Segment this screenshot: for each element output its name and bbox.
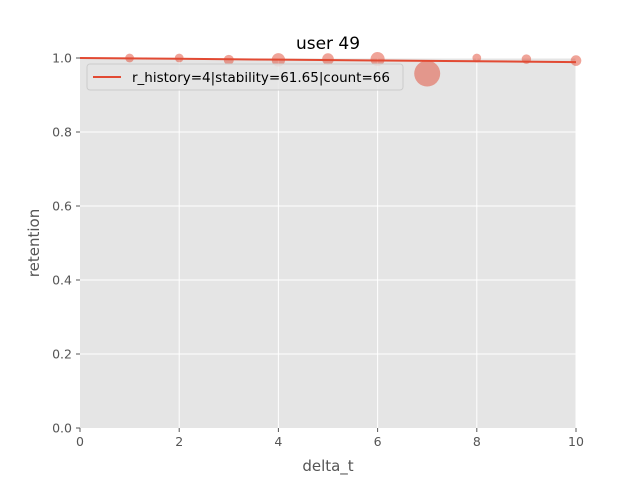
chart-title: user 49 [296, 34, 360, 54]
y-tick-label: 1.0 [52, 51, 72, 66]
y-tick-label: 0.2 [52, 347, 72, 362]
legend: r_history=4|stability=61.65|count=66 [86, 63, 404, 91]
scatter-points [125, 52, 582, 87]
y-axis-label: retention [25, 209, 43, 277]
x-axis-label: delta_t [302, 457, 353, 476]
x-tick-label: 8 [473, 434, 481, 449]
legend-box [86, 63, 404, 91]
plot-area [80, 58, 576, 428]
y-tick-label: 0.8 [52, 125, 72, 140]
y-tick-label: 0.6 [52, 199, 72, 214]
data-point [570, 55, 582, 66]
series-line [79, 57, 577, 64]
data-point [370, 52, 385, 67]
data-point [414, 60, 441, 87]
x-tick-label: 2 [175, 434, 183, 449]
fit-lines [79, 57, 577, 64]
y-tick-label: 0.4 [52, 273, 72, 288]
x-tick-label: 4 [274, 434, 282, 449]
data-point [472, 53, 482, 63]
x-tick-label: 10 [568, 434, 584, 449]
y-tick-label: 0.0 [52, 421, 72, 436]
y-axis-ticks: 0.0 0.2 0.4 0.6 0.8 1.0 [52, 51, 80, 436]
x-tick-label: 0 [76, 434, 84, 449]
x-axis-ticks: 0 2 4 6 8 10 [76, 428, 584, 449]
legend-label: r_history=4|stability=61.65|count=66 [132, 70, 390, 86]
x-tick-label: 6 [374, 434, 382, 449]
